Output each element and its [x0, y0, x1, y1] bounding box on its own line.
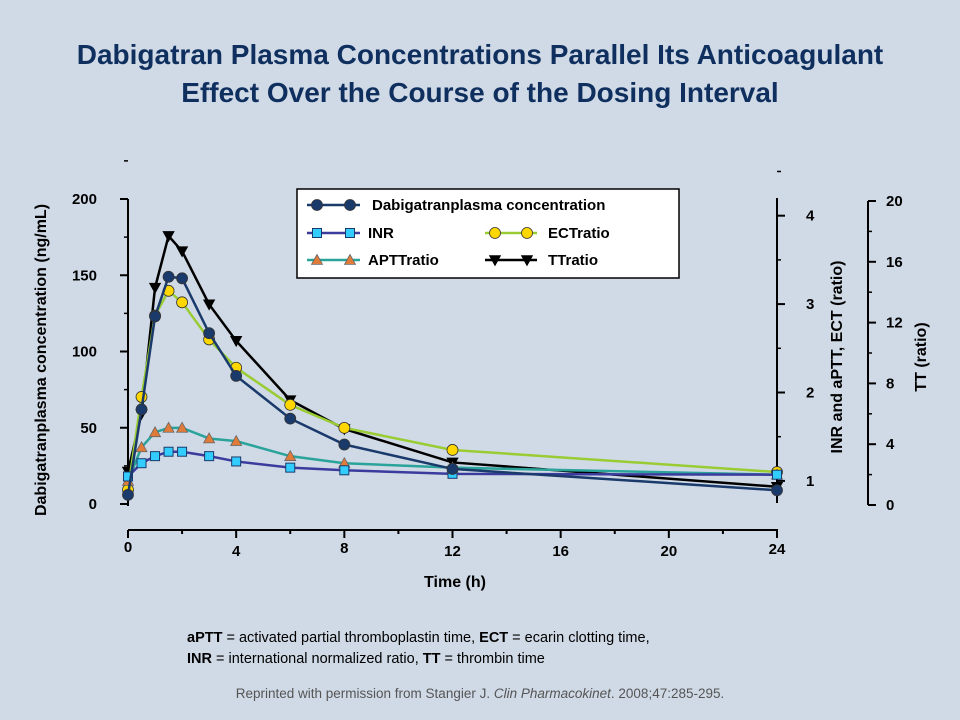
left-tick-label: 200 — [72, 191, 97, 208]
x-axis-label: Time (h) — [424, 574, 486, 591]
data-point — [446, 444, 459, 456]
data-point — [446, 463, 459, 475]
right2-axis-label: TT (ratio) — [913, 322, 930, 391]
legend-marker — [311, 199, 323, 211]
data-point — [285, 462, 296, 473]
legend-marker — [343, 253, 357, 265]
right1-tick-label: 3 — [806, 296, 814, 313]
data-point — [148, 282, 162, 294]
data-point — [162, 270, 175, 283]
data-point — [338, 421, 351, 434]
x-tick-label: 4 — [232, 543, 241, 560]
data-point — [771, 484, 783, 497]
abbreviation-footnote: aPTT = activated partial thromboplastin … — [187, 628, 650, 670]
legend-marker — [521, 227, 533, 239]
data-point — [123, 471, 133, 482]
left-tick-label: 0 — [89, 496, 97, 513]
data-point — [284, 449, 297, 461]
right1-tick-label: 1 — [806, 473, 814, 490]
right1-tick-label: 4 — [806, 208, 815, 225]
right1-axis-label: INR and aPTT, ECT (ratio) — [829, 261, 846, 454]
legend-marker — [489, 227, 501, 239]
data-point — [175, 421, 189, 433]
data-point — [204, 451, 215, 462]
series-inr — [123, 446, 782, 482]
data-point — [162, 231, 175, 243]
data-point — [175, 246, 189, 258]
title-line-2: Effect Over the Course of the Dosing Int… — [181, 77, 779, 108]
legend: Dabigatranplasma concentration INR ECTrati… — [296, 188, 680, 279]
right2-tick-label: 12 — [886, 315, 903, 332]
legend-marker — [520, 255, 534, 267]
legend-marker — [344, 199, 356, 211]
x-tick-label: 12 — [444, 543, 461, 560]
right2-tick-label: 20 — [886, 193, 903, 210]
data-point — [148, 425, 162, 438]
legend-item: TTratio — [485, 252, 598, 269]
data-point — [339, 465, 350, 476]
data-point — [772, 469, 782, 480]
data-point — [284, 398, 297, 411]
right2-tick-label: 0 — [886, 497, 894, 514]
data-point — [202, 299, 216, 311]
data-point — [230, 369, 243, 382]
data-point — [177, 446, 188, 457]
data-point — [149, 310, 161, 323]
data-point — [176, 296, 188, 309]
legend-marker — [488, 255, 502, 267]
right2-tick-label: 4 — [886, 436, 895, 453]
x-tick-label: 20 — [660, 543, 677, 560]
legend-label: Dabigatranplasma concentration — [372, 197, 605, 214]
left-tick-label: 150 — [72, 267, 97, 284]
legend-marker — [312, 228, 322, 238]
title-line-1: Dabigatran Plasma Concentrations Paralle… — [76, 39, 884, 70]
legend-item: Dabigatranplasma concentration — [307, 197, 605, 214]
right2-tick-label: 8 — [886, 375, 894, 392]
legend-marker — [310, 253, 324, 265]
right2-tick-label: 16 — [886, 254, 903, 271]
data-point — [162, 421, 175, 433]
x-tick-label: 24 — [769, 541, 786, 558]
left-tick-label: 50 — [80, 420, 97, 437]
footnote-line-2: INR = international normalized ratio, TT… — [187, 651, 545, 667]
left-tick-label: 100 — [72, 344, 97, 361]
data-point — [338, 438, 351, 451]
reprint-credit: Reprinted with permission from Stangier … — [235, 686, 725, 701]
legend-item: ECTratio — [485, 225, 610, 242]
footnote-line-1: aPTT = activated partial thromboplastin … — [187, 630, 650, 646]
legend-label: ECTratio — [548, 225, 610, 242]
legend-item: APTTratio — [307, 252, 439, 269]
data-point — [135, 403, 148, 416]
x-tick-label: 8 — [340, 540, 348, 557]
data-point — [176, 272, 188, 285]
data-point — [163, 446, 174, 457]
legend-label: TTratio — [548, 252, 598, 269]
data-point — [136, 458, 147, 469]
legend-label: APTTratio — [368, 252, 439, 269]
data-point — [229, 434, 243, 446]
data-point — [231, 456, 242, 467]
legend-label: INR — [368, 225, 394, 242]
data-point — [202, 432, 216, 444]
data-point — [203, 327, 216, 340]
series-dabigatranplasma-concentration — [122, 270, 783, 501]
data-point — [150, 451, 161, 462]
data-point — [122, 488, 134, 501]
x-tick-label: 0 — [124, 539, 132, 556]
x-tick-label: 16 — [552, 543, 569, 560]
left-axis-label: Dabigatranplasma concentration (ng/mL) — [33, 204, 50, 516]
data-point — [135, 440, 148, 453]
legend-item: INR — [307, 225, 394, 242]
data-point — [284, 412, 297, 425]
right1-tick-label: 2 — [806, 384, 814, 401]
slide-title: Dabigatran Plasma Concentrations Paralle… — [0, 36, 960, 112]
legend-marker — [345, 228, 355, 238]
data-point — [229, 336, 243, 348]
